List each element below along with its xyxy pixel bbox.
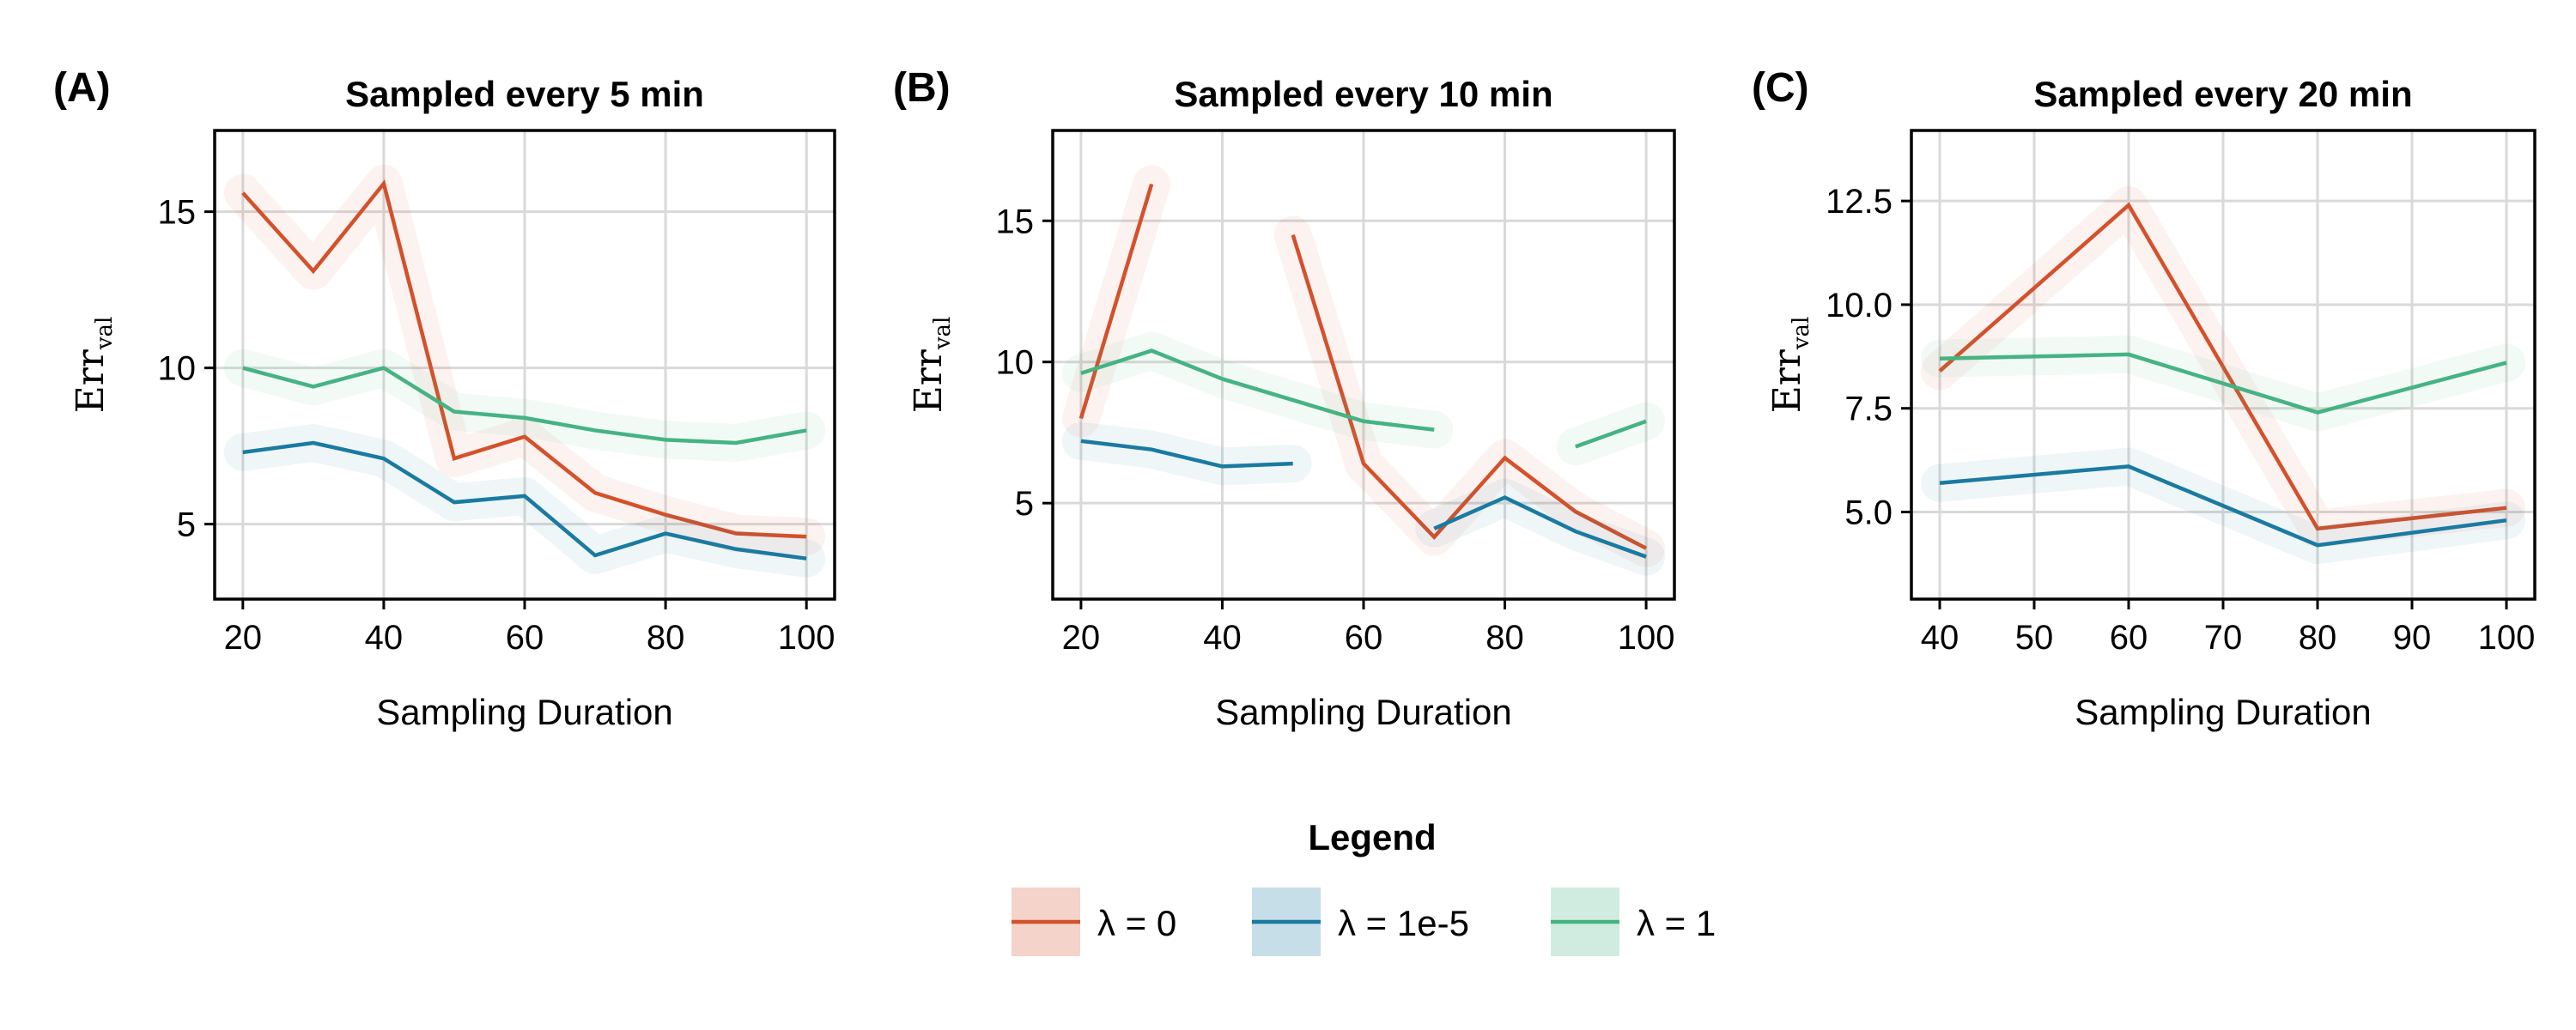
series-line-1 — [1291, 234, 1648, 550]
series-group — [223, 164, 826, 578]
y-tick-label: 5.0 — [1844, 494, 1893, 532]
series-line-1 — [241, 179, 807, 539]
x-tick-label: 100 — [778, 619, 835, 657]
series-band — [1415, 478, 1666, 576]
x-axis-label: Sampling Duration — [1215, 692, 1512, 732]
series-line-2 — [1939, 464, 2507, 548]
panel-title: Sampled every 5 min — [345, 74, 704, 114]
x-tick-label: 40 — [365, 619, 404, 657]
panel-label: (C) — [1752, 65, 1809, 111]
panel-title: Sampled every 20 min — [2033, 74, 2412, 114]
panel-label: (A) — [53, 65, 111, 111]
series-line-3 — [1939, 352, 2507, 415]
series-line-3 — [1080, 348, 1435, 432]
legend-item-2: λ = 1e-5 — [1252, 888, 1469, 956]
series-line-2 — [1433, 495, 1647, 559]
legend-label: λ = 0 — [1097, 903, 1176, 943]
series-line-1 — [1078, 183, 1154, 420]
series-line-3 — [1575, 419, 1647, 449]
y-tick-label: 15 — [158, 194, 197, 232]
x-tick-label: 60 — [1345, 619, 1383, 657]
panel-label: (B) — [893, 65, 951, 111]
x-tick-label: 20 — [1062, 619, 1101, 657]
x-tick-label: 100 — [2478, 619, 2536, 657]
chart-panels: 20 40 60 80 100 5 10 15 (A) Sampled every 5 min Sa… — [53, 65, 2537, 732]
x-axis-label: Sampling Duration — [2075, 692, 2372, 732]
chart-panel-3: 40 50 60 70 80 90 100 5.0 7.5 10.0 12.5 (C) Sampled … — [1752, 65, 2537, 732]
series-line-1 — [1938, 202, 2507, 531]
series-group — [1061, 165, 1666, 576]
x-tick-label: 80 — [2299, 619, 2337, 657]
y-axis-label: Errval — [69, 317, 118, 414]
panel-title: Sampled every 10 min — [1174, 74, 1552, 114]
legend: Legend λ = 0 λ = 1e-5 λ = 1 — [1012, 817, 1716, 956]
x-tick-label: 20 — [224, 619, 263, 657]
y-tick-label: 5 — [177, 506, 196, 544]
x-tick-label: 80 — [1485, 619, 1524, 657]
legend-title: Legend — [1308, 817, 1436, 857]
y-axis-label: Errval — [1765, 317, 1814, 414]
series-line-2 — [242, 440, 807, 560]
legend-item-1: λ = 0 — [1012, 888, 1176, 956]
y-tick-label: 10 — [158, 350, 197, 388]
legend-label: λ = 1e-5 — [1338, 903, 1469, 943]
series-line-2 — [1080, 439, 1293, 469]
legend-items: λ = 0 λ = 1e-5 λ = 1 — [1012, 888, 1716, 956]
x-tick-label: 90 — [2393, 619, 2432, 657]
y-tick-label: 10.0 — [1826, 287, 1893, 324]
x-tick-label: 70 — [2204, 619, 2243, 657]
x-tick-label: 60 — [506, 619, 544, 657]
y-tick-label: 7.5 — [1844, 391, 1893, 428]
x-tick-label: 40 — [1921, 619, 1959, 657]
chart-panel-1: 20 40 60 80 100 5 10 15 (A) Sampled every 5 min Sa… — [53, 65, 836, 732]
series-group — [1921, 185, 2525, 565]
y-axis-label: Errval — [907, 317, 956, 414]
x-tick-label: 50 — [2015, 619, 2054, 657]
y-tick-label: 15 — [996, 203, 1035, 240]
legend-label: λ = 1 — [1637, 903, 1716, 943]
series-line-3 — [242, 366, 807, 445]
x-tick-label: 60 — [2110, 619, 2148, 657]
x-tick-label: 80 — [647, 619, 685, 657]
x-tick-label: 40 — [1203, 619, 1242, 657]
chart-panel-2: 20 40 60 80 100 5 10 15 (B) Sampled every 10 min S… — [893, 65, 1676, 732]
x-axis-label: Sampling Duration — [376, 692, 673, 732]
legend-item-3: λ = 1 — [1551, 888, 1716, 956]
y-tick-label: 5 — [1015, 485, 1034, 523]
y-tick-label: 12.5 — [1826, 183, 1893, 221]
x-tick-label: 100 — [1618, 619, 1675, 657]
y-tick-label: 10 — [996, 344, 1035, 382]
